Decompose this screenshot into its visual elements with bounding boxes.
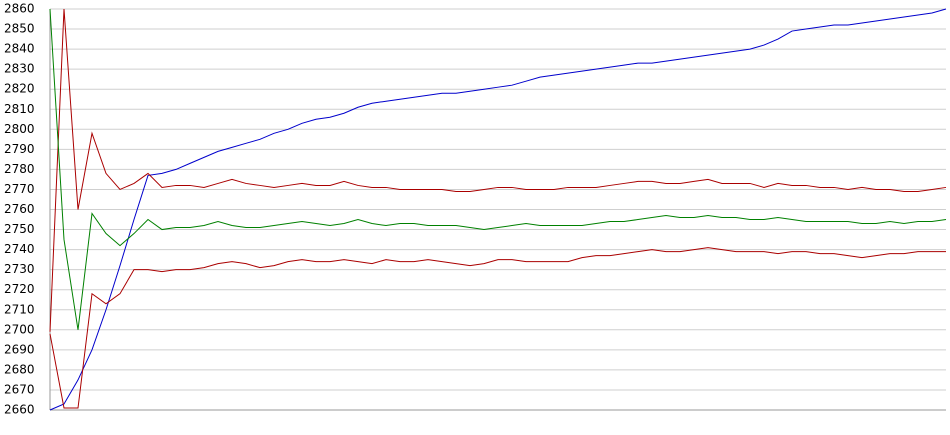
y-tick-label: 2840: [4, 42, 35, 56]
y-tick-label: 2800: [4, 122, 35, 136]
y-tick-label: 2670: [4, 382, 35, 396]
y-tick-label: 2760: [4, 202, 35, 216]
y-tick-label: 2710: [4, 302, 35, 316]
y-tick-label: 2790: [4, 142, 35, 156]
series-line: [49, 247, 946, 409]
y-tick-label: 2660: [4, 403, 35, 417]
y-tick-label: 2810: [4, 102, 35, 116]
y-tick-label: 2780: [4, 162, 35, 176]
series-line: [49, 8, 947, 330]
y-tick-label: 2850: [4, 22, 35, 36]
y-tick-label: 2750: [4, 222, 35, 236]
y-tick-label: 2820: [4, 82, 35, 96]
y-tick-label: 2720: [4, 282, 35, 296]
y-tick-label: 2860: [4, 2, 35, 16]
y-tick-label: 2700: [4, 322, 35, 336]
y-tick-label: 2690: [4, 342, 35, 356]
series-line: [49, 8, 947, 332]
y-tick-label: 2770: [4, 182, 35, 196]
y-tick-label: 2740: [4, 242, 35, 256]
y-tick-label: 2730: [4, 262, 35, 276]
series-line: [49, 8, 947, 411]
y-tick-label: 2830: [4, 62, 35, 76]
y-tick-label: 2680: [4, 362, 35, 376]
